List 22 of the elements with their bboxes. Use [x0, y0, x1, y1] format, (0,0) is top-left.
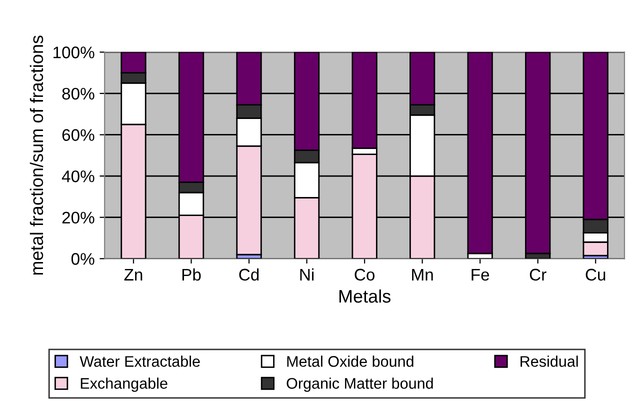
y-tick-label: 100% — [54, 46, 94, 58]
x-tick-label: Mn — [412, 268, 433, 280]
x-axis-title: Metals — [339, 289, 390, 303]
legend-label: Organic Matter bound — [286, 378, 433, 392]
y-tick-label: 60% — [62, 129, 94, 141]
legend-label: Residual — [520, 356, 578, 367]
y-tick-label: 0% — [71, 253, 94, 265]
x-tick-label: Cu — [586, 268, 606, 281]
x-tick-label: Ni — [300, 268, 314, 280]
x-tick-label: Cr — [530, 268, 546, 281]
x-tick-label: Pb — [182, 268, 201, 281]
x-tick-label: Fe — [472, 268, 490, 281]
y-tick-label: 40% — [62, 170, 94, 182]
x-tick-label: Zn — [124, 268, 142, 280]
y-tick-label: 20% — [62, 212, 94, 224]
legend-label: Water Extractable — [80, 356, 200, 367]
legend-label: Metal Oxide bound — [287, 356, 414, 367]
x-tick-label: Co — [354, 268, 375, 281]
x-tick-label: Cd — [239, 268, 259, 281]
y-tick-label: 80% — [62, 88, 94, 100]
legend-label: Exchangable — [80, 378, 168, 392]
y-axis-title: metal fraction/sum of fractions — [30, 36, 44, 275]
